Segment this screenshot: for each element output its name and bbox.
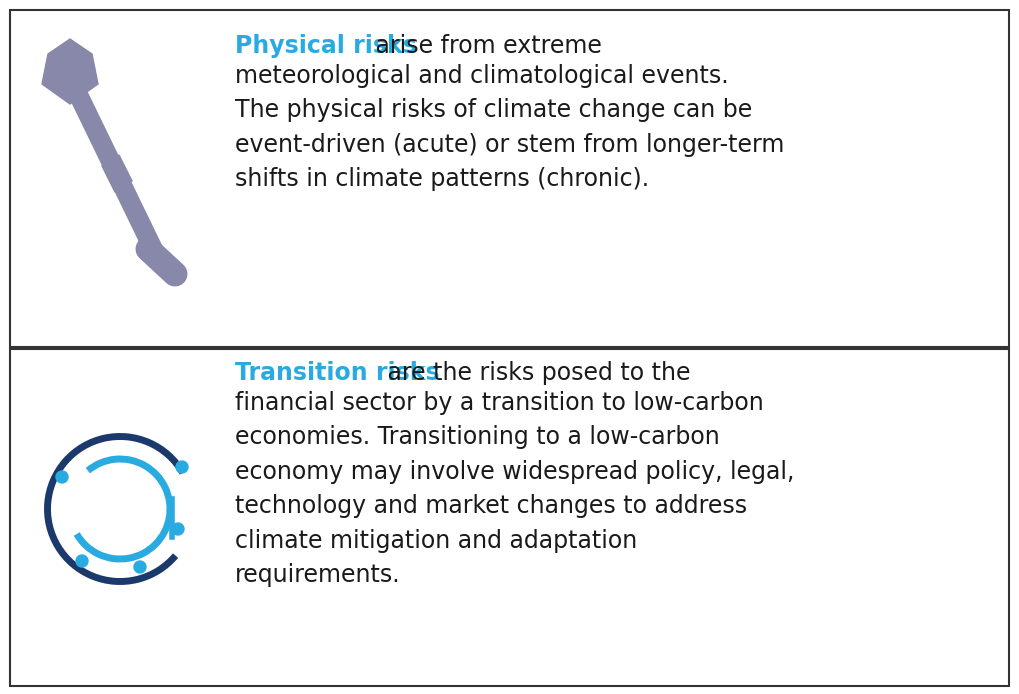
- Circle shape: [172, 523, 184, 535]
- Circle shape: [56, 471, 68, 483]
- Text: are the risks posed to the: are the risks posed to the: [380, 361, 691, 385]
- FancyBboxPatch shape: [10, 10, 1009, 347]
- Text: Physical risks: Physical risks: [235, 34, 417, 58]
- Polygon shape: [42, 39, 98, 104]
- Circle shape: [135, 561, 146, 573]
- Text: meteorological and climatological events.
The physical risks of climate change c: meteorological and climatological events…: [235, 64, 785, 192]
- Text: Transition risks: Transition risks: [235, 361, 439, 385]
- Text: arise from extreme: arise from extreme: [368, 34, 602, 58]
- Circle shape: [76, 555, 88, 567]
- Polygon shape: [102, 155, 132, 192]
- FancyBboxPatch shape: [10, 349, 1009, 686]
- Text: financial sector by a transition to low-carbon
economies. Transitioning to a low: financial sector by a transition to low-…: [235, 391, 795, 587]
- Circle shape: [176, 461, 187, 473]
